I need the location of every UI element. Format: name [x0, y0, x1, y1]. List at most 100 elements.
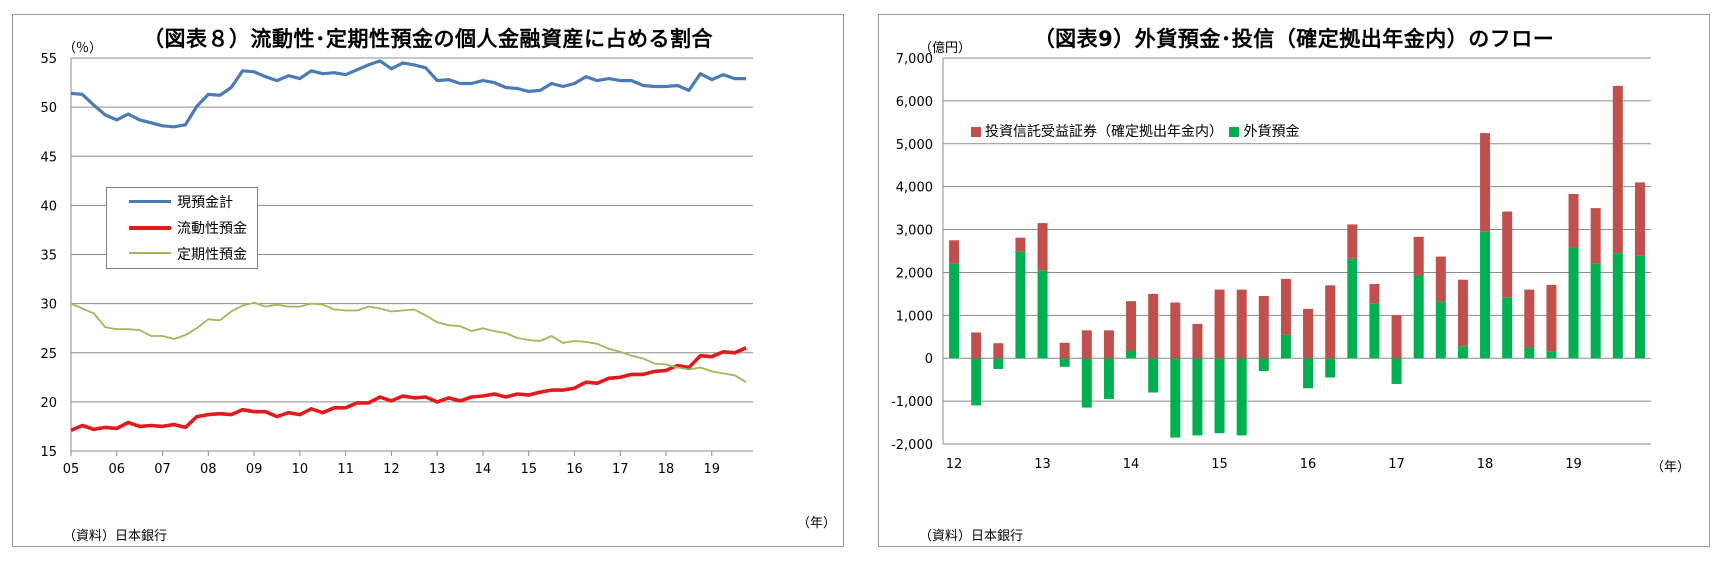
- y-tick-label: 25: [40, 347, 57, 362]
- bar-trust: [1634, 182, 1645, 256]
- x-tick-label: 15: [520, 462, 537, 477]
- series-line: [70, 59, 747, 129]
- bar-trust: [993, 343, 1004, 359]
- left-x-unit: （年）: [797, 516, 837, 531]
- legend-label-trust: 投資信託受益証券（確定拠出年金内）: [985, 124, 1223, 140]
- y-tick-label: 4,000: [896, 181, 933, 196]
- bar-trust: [1081, 330, 1092, 359]
- x-tick-label: 12: [946, 457, 963, 472]
- bar-trust: [1391, 315, 1402, 359]
- bar-fx: [1192, 358, 1203, 436]
- bar-fx: [1103, 358, 1114, 399]
- x-tick-label: 10: [292, 462, 309, 477]
- bar-fx: [971, 358, 982, 406]
- left-chart-panel: （図表８）流動性･定期性預金の個人金融資産に占める割合 （％） （年） （資料）…: [12, 14, 844, 547]
- x-tick-label: 11: [337, 462, 354, 477]
- bar-trust: [1280, 278, 1291, 335]
- y-tick-label: 35: [40, 249, 57, 264]
- bar-trust: [1258, 296, 1269, 359]
- y-tick-label: 30: [40, 298, 57, 313]
- bar-fx: [1568, 247, 1579, 359]
- x-tick-label: 17: [1388, 457, 1405, 472]
- left-legend: 現預金計 流動性預金 定期性預金: [106, 187, 258, 269]
- bar-trust: [1325, 285, 1336, 359]
- x-tick-label: 13: [1034, 457, 1051, 472]
- bar-fx: [1524, 347, 1535, 359]
- bar-fx: [1480, 231, 1491, 359]
- bar-trust: [1214, 289, 1225, 359]
- y-tick-label: 2,000: [896, 266, 933, 281]
- bar-trust: [1037, 223, 1048, 271]
- right-x-unit: （年）: [1651, 460, 1691, 475]
- x-tick-label: 18: [658, 462, 675, 477]
- bar-fx: [1634, 255, 1645, 359]
- legend-item-time: 定期性預金: [107, 240, 257, 266]
- bar-fx: [1457, 346, 1468, 359]
- bar-fx: [993, 358, 1004, 369]
- left-chart-title: （図表８）流動性･定期性預金の個人金融資産に占める割合: [143, 27, 713, 51]
- bar-trust: [1059, 342, 1070, 359]
- x-tick-label: 05: [63, 462, 80, 477]
- y-tick-label: 7,000: [896, 52, 933, 67]
- bar-trust: [1148, 293, 1159, 359]
- bar-fx: [1015, 251, 1026, 359]
- legend-swatch-total: [129, 200, 171, 203]
- x-tick-label: 15: [1211, 457, 1228, 472]
- right-chart-title: （図表9）外貨預金･投信（確定拠出年金内）のフロー: [1033, 27, 1555, 51]
- legend-item-total: 現預金計: [107, 188, 257, 214]
- series-line: [70, 346, 747, 433]
- bar-fx: [1126, 350, 1137, 359]
- bar-trust: [1369, 284, 1380, 304]
- bar-fx: [1214, 358, 1225, 434]
- bar-trust: [1126, 301, 1137, 351]
- x-tick-label: 18: [1477, 457, 1494, 472]
- right-source: （資料）日本銀行: [919, 529, 1024, 544]
- y-tick-label: 6,000: [896, 95, 933, 110]
- x-tick-label: 09: [246, 462, 263, 477]
- legend-swatch-liquid: [129, 226, 171, 230]
- x-tick-label: 06: [108, 462, 125, 477]
- bar-fx: [1369, 303, 1380, 359]
- y-tick-label: 45: [40, 150, 57, 165]
- x-tick-label: 14: [475, 462, 492, 477]
- bar-trust: [1236, 289, 1247, 359]
- left-line-chart: 15 20 25 30 35 40 45 50 55 05 06 07 08 09 10 11 12 13 14 15…: [40, 52, 753, 477]
- x-tick-label: 16: [1300, 457, 1317, 472]
- bar-trust: [1568, 193, 1579, 248]
- legend-swatch-fx: [1229, 127, 1240, 137]
- bar-trust: [1413, 236, 1424, 276]
- bar-fx: [1059, 358, 1070, 367]
- bar-fx: [1612, 253, 1623, 359]
- series-line: [70, 301, 747, 383]
- bar-fx: [1347, 258, 1358, 359]
- bar-fx: [1258, 358, 1269, 372]
- y-tick-label: 20: [40, 396, 57, 411]
- legend-label-time: 定期性預金: [177, 247, 247, 263]
- bar-trust: [1590, 208, 1601, 264]
- bar-fx: [1148, 358, 1159, 393]
- legend-label-total: 現預金計: [177, 195, 233, 211]
- bar-trust: [1192, 323, 1203, 359]
- bar-trust: [1015, 237, 1026, 252]
- bar-trust: [1502, 211, 1513, 298]
- bar-fx: [1590, 263, 1601, 359]
- x-tick-label: 16: [566, 462, 583, 477]
- legend-swatch-time: [129, 252, 171, 254]
- bar-fx: [1502, 297, 1513, 359]
- bar-trust: [949, 240, 960, 264]
- right-y-unit: （億円）: [919, 41, 972, 56]
- bar-fx: [1303, 358, 1314, 389]
- y-tick-label: 0: [925, 352, 933, 367]
- bar-fx: [1325, 358, 1336, 378]
- y-tick-label: 55: [40, 52, 57, 67]
- y-tick-label: 5,000: [896, 138, 933, 153]
- right-bar-chart: -2,000 -1,000 0 1,000 2,000 3,000 4,000 5,000 6,…: [891, 52, 1651, 472]
- legend-label-liquid: 流動性預金: [177, 221, 247, 237]
- legend-swatch-trust: [971, 127, 981, 137]
- y-tick-label: -1,000: [891, 395, 933, 410]
- legend-item-liquid: 流動性預金: [107, 214, 257, 240]
- bar-fx: [1546, 351, 1557, 359]
- x-tick-label: 14: [1123, 457, 1140, 472]
- bar-trust: [1524, 289, 1535, 348]
- bar-trust: [1170, 302, 1181, 359]
